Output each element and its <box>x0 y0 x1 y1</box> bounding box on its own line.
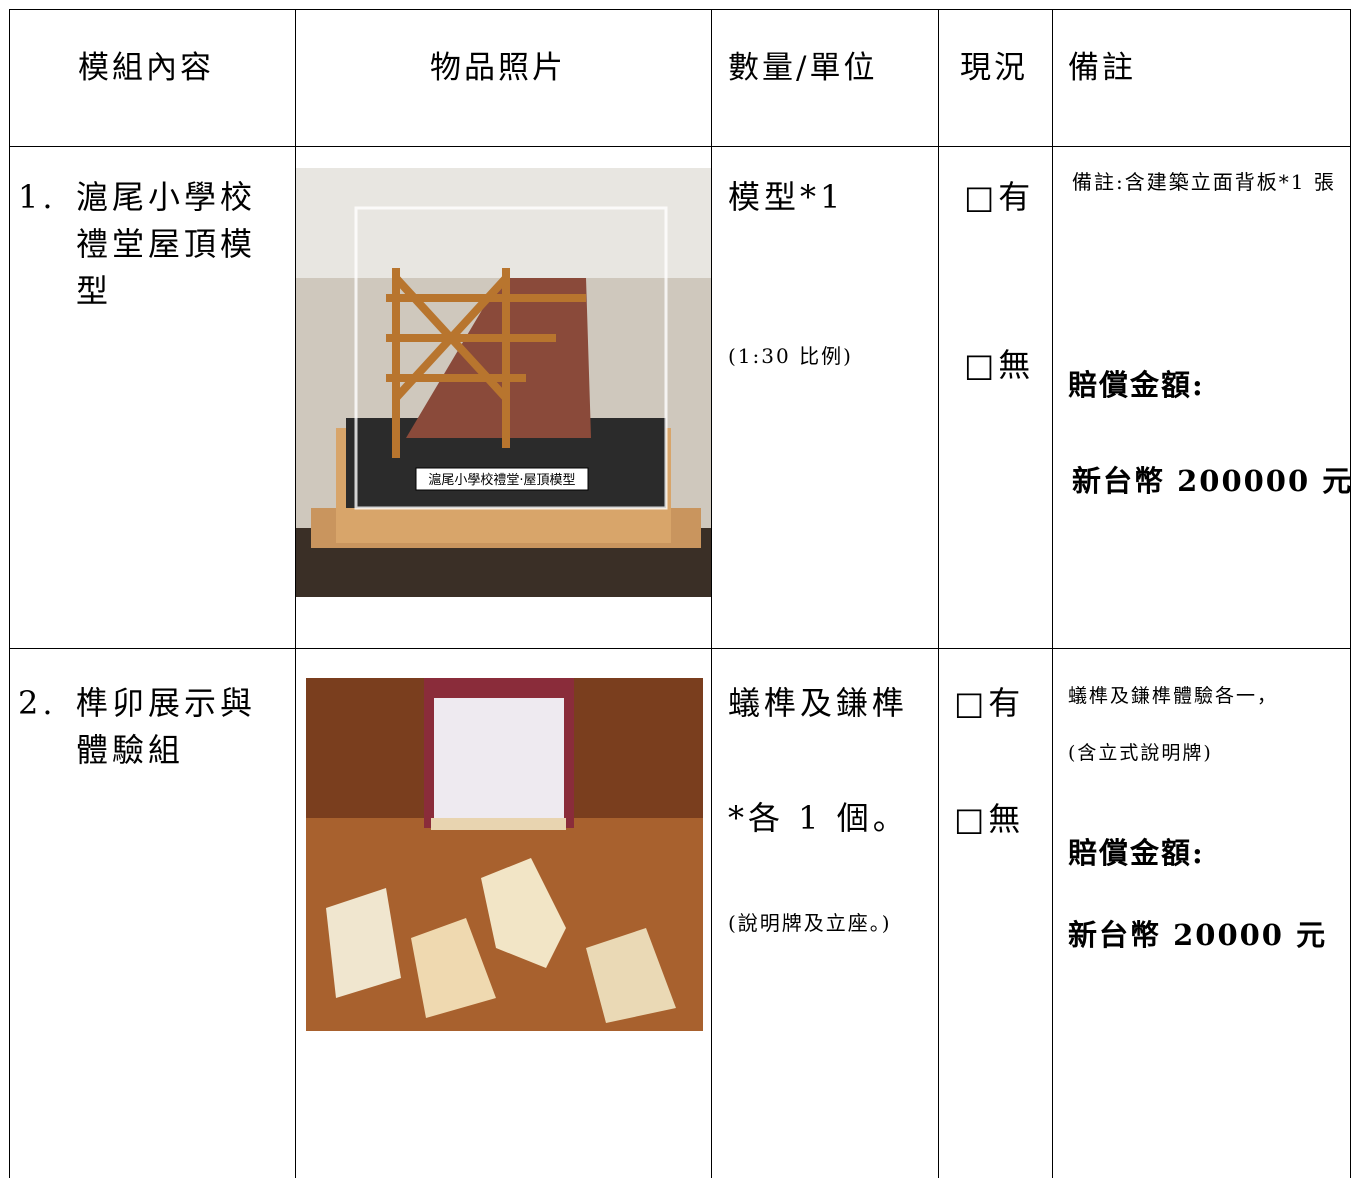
quantity: 模型*1 <box>728 178 845 216</box>
compensation-label: 賠償金額: <box>1068 836 1205 870</box>
border <box>9 9 1351 10</box>
border <box>1350 9 1351 1178</box>
item-name: 滬尾小學校禮堂屋頂模型 <box>76 178 257 310</box>
border <box>1052 9 1053 1178</box>
header: 物品照片 <box>430 50 566 86</box>
item-name: 榫卯展示與體驗組 <box>76 684 257 769</box>
note: 蟻榫及鎌榫體驗各一， <box>1068 685 1279 707</box>
status-option[interactable]: □無 <box>954 800 1025 838</box>
note: (含立式說明牌) <box>1068 742 1213 764</box>
header: 現況 <box>960 50 1028 86</box>
compensation-amount: 新台幣 20000 元 <box>1068 918 1328 952</box>
quantity-note: (1:30 比例) <box>728 344 853 368</box>
compensation-amount: 新台幣 200000 元 <box>1072 464 1354 498</box>
photo-label: 滬尾小學校禮堂‧屋頂模型 <box>428 472 575 488</box>
status-option[interactable]: □有 <box>964 178 1035 216</box>
photo <box>306 678 703 1031</box>
note: 備註:含建築立面背板*1 張 <box>1072 170 1336 194</box>
item-number: 2. <box>18 684 57 722</box>
border <box>9 648 1351 649</box>
border <box>9 146 1351 147</box>
quantity: *各 1 個。 <box>728 799 909 837</box>
quantity-note: (說明牌及立座。) <box>728 911 892 935</box>
compensation-label: 賠償金額: <box>1068 368 1205 402</box>
status-option[interactable]: □有 <box>954 684 1025 722</box>
border <box>938 9 939 1178</box>
item-number: 1. <box>18 178 57 216</box>
photo: 滬尾小學校禮堂‧屋頂模型 <box>296 168 711 597</box>
quantity: 蟻榫及鎌榫 <box>728 684 909 722</box>
border <box>711 9 712 1178</box>
border <box>9 9 10 1178</box>
border <box>295 9 296 1178</box>
header: 備註 <box>1068 50 1136 86</box>
header: 數量/單位 <box>728 50 878 86</box>
status-option[interactable]: □無 <box>964 346 1035 384</box>
header: 模組內容 <box>78 50 214 86</box>
